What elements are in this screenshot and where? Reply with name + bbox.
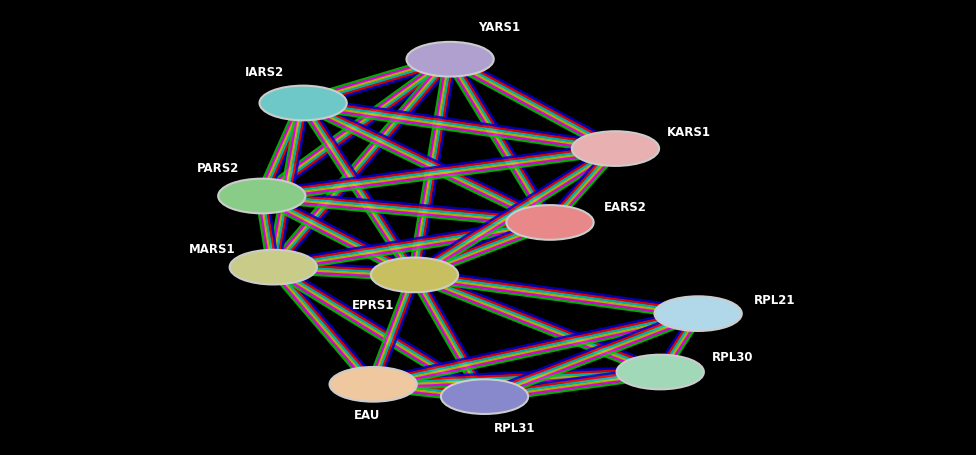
Text: EPRS1: EPRS1 xyxy=(352,298,394,311)
Circle shape xyxy=(441,379,528,414)
Text: EARS2: EARS2 xyxy=(604,201,647,213)
Text: IARS2: IARS2 xyxy=(244,66,284,79)
Circle shape xyxy=(371,258,458,293)
Text: YARS1: YARS1 xyxy=(478,21,520,34)
Circle shape xyxy=(655,297,742,331)
Circle shape xyxy=(260,86,346,121)
Circle shape xyxy=(406,43,494,77)
Text: EAU: EAU xyxy=(354,409,381,421)
Circle shape xyxy=(330,367,417,402)
Text: KARS1: KARS1 xyxy=(667,126,711,138)
Circle shape xyxy=(507,206,593,240)
Text: RPL31: RPL31 xyxy=(494,421,535,434)
Circle shape xyxy=(219,179,305,214)
Text: PARS2: PARS2 xyxy=(197,162,239,175)
Text: RPL21: RPL21 xyxy=(754,294,795,307)
Circle shape xyxy=(229,250,317,285)
Text: RPL30: RPL30 xyxy=(712,351,753,364)
Circle shape xyxy=(617,355,704,389)
Text: MARS1: MARS1 xyxy=(189,243,236,256)
Circle shape xyxy=(572,132,659,167)
